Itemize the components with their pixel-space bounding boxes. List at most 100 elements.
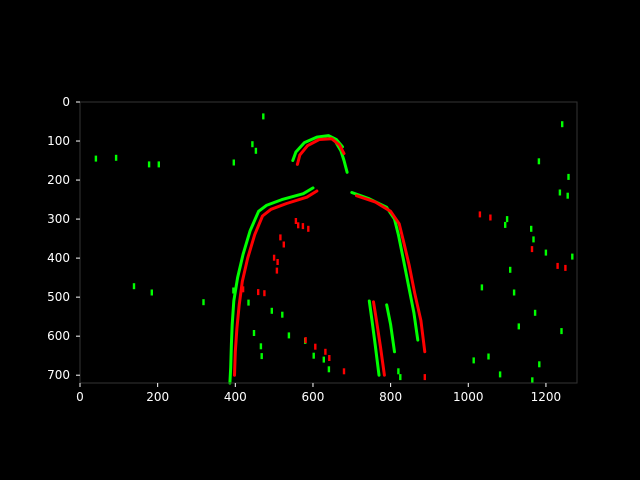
y-tick-label: 100 (47, 134, 70, 148)
edge-point (262, 113, 265, 120)
edge-point (202, 299, 205, 306)
edge-point (259, 343, 263, 350)
edge-point (480, 284, 484, 291)
x-tick-label: 600 (302, 390, 325, 404)
edge-point (538, 361, 541, 368)
edge-point (94, 155, 98, 162)
edge-point (304, 337, 307, 344)
x-axis: 0 200 400 600 800 1000 1200 (76, 383, 561, 404)
edge-contour (367, 299, 381, 377)
edge-contour (295, 137, 346, 166)
edge-contour (385, 303, 396, 354)
edge-point (567, 173, 570, 180)
edge-point (544, 249, 548, 256)
edge-point (342, 368, 346, 375)
edge-point (252, 330, 256, 336)
edge-point (314, 343, 317, 350)
edge-point (558, 189, 562, 196)
edge-point (241, 286, 245, 293)
edge-point (531, 377, 534, 384)
edge-point (257, 289, 260, 296)
plot-area (94, 113, 574, 385)
edge-point (287, 332, 291, 339)
edge-point (328, 355, 331, 361)
edge-point (260, 353, 263, 360)
edge-point (232, 159, 235, 166)
edge-point (157, 161, 160, 168)
edge-point (254, 147, 258, 154)
edge-point (322, 356, 325, 363)
x-tick-label: 1200 (531, 390, 562, 404)
edge-point (517, 323, 520, 330)
y-tick-label: 300 (47, 212, 70, 226)
edge-point (478, 211, 482, 218)
axes-frame (79, 101, 578, 384)
edge-point (297, 222, 300, 229)
edge-point (487, 353, 490, 360)
edge-point (232, 287, 235, 294)
x-tick-label: 200 (146, 390, 169, 404)
edge-point (505, 216, 509, 223)
edge-point (556, 262, 559, 269)
edge-point (423, 374, 426, 381)
edge-point (509, 266, 512, 273)
edge-point (263, 290, 266, 297)
edge-point (272, 254, 276, 261)
edge-point (301, 223, 305, 230)
y-tick-label: 700 (47, 368, 70, 382)
edge-point (247, 299, 250, 306)
edge-point (324, 348, 327, 355)
edge-point (275, 267, 279, 274)
y-tick-label: 400 (47, 251, 70, 265)
edge-point (276, 259, 279, 265)
edge-contour (334, 141, 349, 174)
edge-point (150, 289, 153, 296)
edge-point (270, 307, 273, 314)
edge-contour (233, 189, 319, 377)
edge-point (312, 352, 315, 359)
edge-contour (291, 134, 344, 162)
edge-point (566, 192, 569, 199)
edge-point (564, 264, 567, 271)
edge-contour (372, 300, 386, 377)
edge-point (132, 283, 136, 290)
edge-point (399, 374, 402, 381)
edge-point (147, 161, 151, 168)
y-tick-label: 600 (47, 329, 70, 343)
y-tick-label: 0 (62, 95, 70, 109)
series-red-edges (233, 137, 567, 381)
x-tick-label: 800 (379, 390, 402, 404)
edge-point (294, 218, 298, 224)
edge-point (561, 121, 564, 128)
y-tick-label: 500 (47, 290, 70, 304)
edge-point (251, 141, 254, 148)
edge-point (279, 234, 282, 241)
edge-point (560, 328, 563, 335)
edge-point (533, 309, 537, 316)
edge-point (327, 366, 331, 373)
edge-point (281, 311, 284, 318)
edge-point (571, 253, 574, 260)
x-tick-label: 1000 (453, 390, 484, 404)
y-axis: 0 100 200 300 400 500 600 700 (47, 95, 80, 382)
edge-point (397, 368, 400, 375)
edge-point (282, 241, 285, 248)
y-tick-label: 200 (47, 173, 70, 187)
edge-point (512, 289, 516, 296)
x-tick-label: 0 (76, 390, 84, 404)
edge-point (307, 225, 310, 232)
edge-point (489, 214, 492, 221)
edge-point (472, 357, 475, 364)
edge-contour (228, 186, 315, 385)
edge-point (504, 221, 507, 228)
edge-point (498, 371, 502, 378)
edge-point (532, 236, 535, 243)
x-tick-label: 400 (224, 390, 247, 404)
edge-point (537, 158, 541, 165)
edge-point (530, 225, 533, 232)
edge-point (114, 154, 118, 161)
edge-contour (355, 194, 427, 354)
edge-point (530, 246, 534, 253)
